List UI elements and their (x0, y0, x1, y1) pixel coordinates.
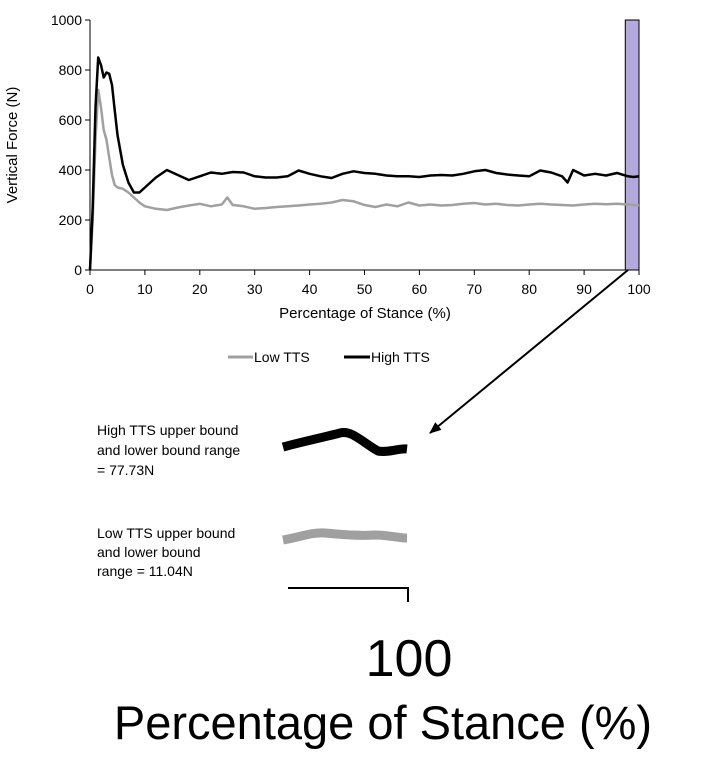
y-tick-label: 0 (74, 262, 82, 278)
low-tts-note-line-2: and lower bound (97, 544, 201, 560)
low-tts-range-note: Low TTS upper bound and lower bound rang… (97, 525, 239, 579)
high-tts-note-line-3: = 77.73N (97, 462, 154, 478)
x-tick-label: 90 (576, 281, 592, 297)
inset-scale-bar (288, 587, 409, 602)
zoom-arrow (429, 269, 629, 434)
inset-high-tts-trace (281, 428, 408, 456)
x-tick-label: 30 (247, 281, 263, 297)
tick-labels: 0 200 400 600 800 1000 0 10 20 30 40 50 60 70 80 90 100 (51, 12, 651, 297)
x-tick-label: 70 (467, 281, 483, 297)
y-tick-label: 600 (59, 112, 83, 128)
x-tick-label: 20 (192, 281, 208, 297)
inset-x-axis-title: Percentage of Stance (%) (114, 696, 652, 749)
series-line-low-tts (88, 88, 640, 271)
x-axis-title: Percentage of Stance (%) (279, 305, 451, 322)
series-line-high-tts (88, 56, 640, 271)
y-tick-label: 200 (59, 212, 83, 228)
x-tick-label: 60 (412, 281, 428, 297)
y-tick-label: 1000 (51, 12, 82, 28)
x-tick-label: 40 (302, 281, 318, 297)
y-axis-title: Vertical Force (N) (4, 87, 21, 204)
x-tick-label: 0 (86, 281, 94, 297)
inset-range-label: 100 (366, 630, 453, 688)
legend: Low TTS High TTS (228, 349, 430, 365)
x-tick-label: 80 (521, 281, 537, 297)
high-tts-range-note: High TTS upper bound and lower bound ran… (97, 422, 244, 478)
tick-marks (85, 19, 640, 275)
x-tick-label: 100 (627, 281, 651, 297)
low-tts-note-line-3: range = 11.04N (97, 563, 193, 579)
legend-label-high-tts: High TTS (371, 349, 430, 365)
high-tts-note-line-1: High TTS upper bound (97, 422, 238, 438)
y-tick-label: 800 (59, 62, 83, 78)
highlight-region (624, 19, 640, 271)
low-tts-note-line-1: Low TTS upper bound (97, 525, 235, 541)
y-tick-label: 400 (59, 162, 83, 178)
x-tick-label: 50 (357, 281, 373, 297)
legend-label-low-tts: Low TTS (254, 349, 310, 365)
high-tts-note-line-2: and lower bound range (97, 442, 240, 458)
x-tick-label: 10 (137, 281, 153, 297)
inset-low-tts-trace (282, 528, 408, 545)
series-layer (88, 56, 640, 271)
